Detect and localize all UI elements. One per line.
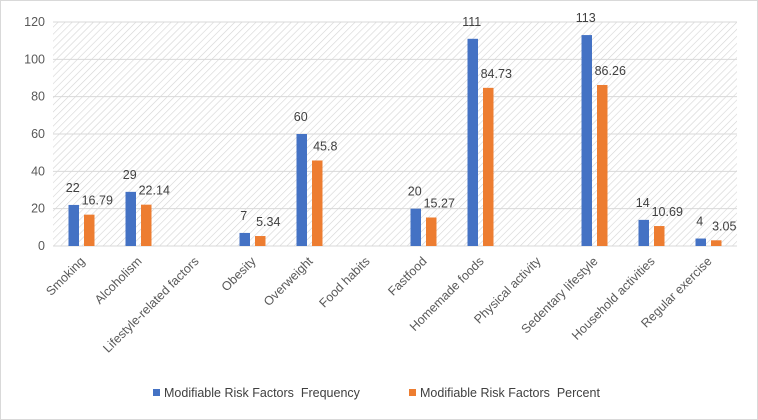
x-tick-label: Fastfood	[385, 254, 429, 298]
data-label: 14	[636, 196, 650, 210]
y-tick-label: 20	[31, 202, 45, 216]
bar-frequency	[638, 219, 649, 246]
data-label: 84.73	[481, 67, 512, 81]
bar-percent	[426, 217, 437, 246]
bar-frequency	[581, 35, 592, 246]
legend-label: Modifiable Risk Factors Frequency	[164, 386, 361, 400]
bar-percent	[255, 236, 266, 246]
x-tick-label: Food habits	[317, 254, 373, 310]
data-label: 113	[576, 11, 596, 25]
bar-frequency	[467, 38, 478, 246]
data-label: 22	[66, 181, 80, 195]
x-tick-label: Alcoholism	[92, 254, 145, 307]
bar-frequency	[410, 208, 421, 246]
data-label: 22.14	[139, 184, 170, 198]
data-label: 45.8	[313, 140, 337, 154]
x-tick-label: Smoking	[43, 254, 87, 298]
y-tick-label: 40	[31, 164, 45, 178]
legend-label: Modifiable Risk Factors Percent	[420, 386, 600, 400]
legend-swatch	[153, 389, 160, 396]
bar-frequency	[68, 204, 79, 246]
x-tick-label: Obesity	[219, 254, 259, 294]
x-tick-label: Overweight	[261, 254, 316, 309]
data-label: 10.69	[652, 205, 683, 219]
data-label: 5.34	[256, 215, 280, 229]
bar-percent	[597, 84, 608, 247]
bar-frequency	[239, 232, 250, 246]
y-tick-label: 100	[24, 52, 45, 66]
legend-swatch	[409, 389, 416, 396]
bar-frequency	[695, 238, 706, 246]
y-tick-label: 60	[31, 127, 45, 141]
bar-percent	[312, 160, 323, 246]
data-label: 15.27	[424, 196, 455, 210]
bar-percent	[654, 226, 665, 246]
data-label: 16.79	[82, 194, 113, 208]
data-label: 7	[240, 209, 247, 223]
y-tick-label: 120	[24, 15, 45, 29]
bar-percent	[141, 204, 152, 246]
bar-percent	[483, 87, 494, 246]
y-tick-label: 80	[31, 90, 45, 104]
data-label: 29	[123, 168, 137, 182]
bar-percent	[711, 240, 722, 246]
data-label: 4	[696, 215, 703, 229]
bar-frequency	[296, 134, 307, 246]
y-tick-label: 0	[38, 239, 45, 253]
data-label: 111	[462, 15, 481, 29]
data-label: 60	[294, 110, 308, 124]
data-label: 20	[408, 185, 422, 199]
data-label: 3.05	[712, 219, 736, 233]
bar-frequency	[125, 191, 136, 246]
data-label: 86.26	[595, 64, 626, 78]
bar-percent	[84, 214, 95, 246]
x-tick-label: Lifestyle-related factors	[100, 254, 201, 355]
